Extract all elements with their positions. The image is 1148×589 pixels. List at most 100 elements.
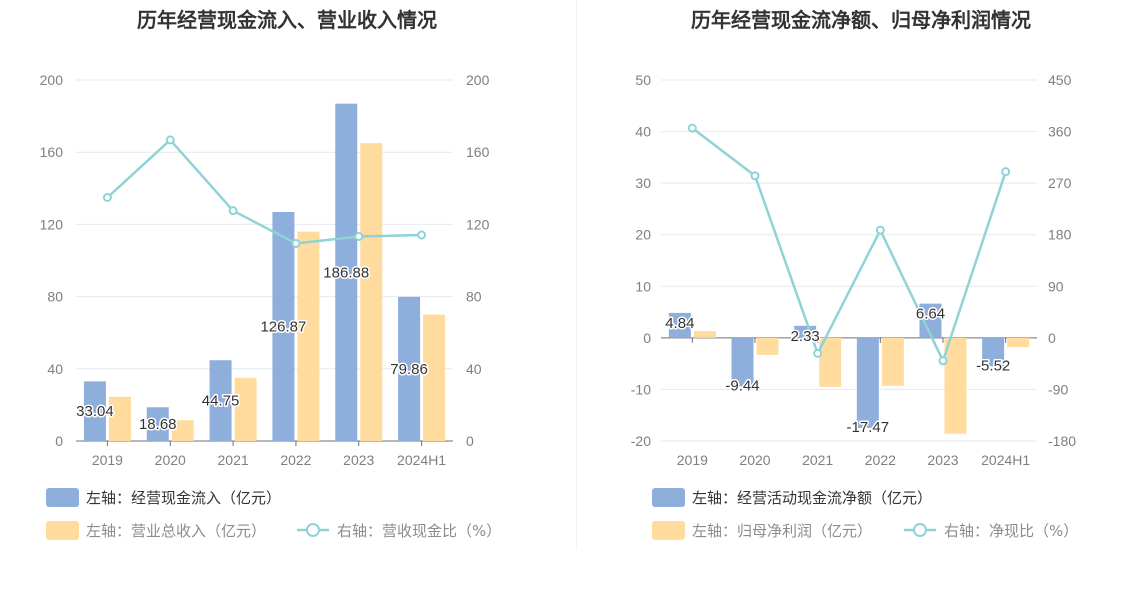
bar-secondary bbox=[944, 337, 967, 434]
y-left-tick-label: 30 bbox=[635, 175, 651, 191]
y-right-tick-label: 0 bbox=[466, 433, 474, 449]
y-right-tick-label: 200 bbox=[466, 72, 490, 88]
y-right-tick-label: 80 bbox=[466, 289, 482, 305]
netcash-profit-chart: -20 -10 0 10 20 30 40 50 -180 -90 0 90 180 270 360 450 2… bbox=[631, 72, 1078, 540]
x-tick-label: 2023 bbox=[927, 452, 958, 468]
bar-data-label: 126.87 bbox=[260, 318, 306, 335]
bar-secondary bbox=[881, 337, 904, 386]
y-right-tick-label: 0 bbox=[1048, 330, 1056, 346]
bar-primary bbox=[209, 360, 232, 441]
legend-swatch bbox=[46, 521, 79, 540]
ratio-point bbox=[165, 135, 175, 145]
bar-secondary bbox=[756, 337, 779, 355]
y-right-tick-label: 160 bbox=[466, 144, 490, 160]
y-right-tick-label: -180 bbox=[1048, 433, 1076, 449]
legend-swatch bbox=[652, 488, 685, 507]
bar-data-label: 18.68 bbox=[139, 416, 177, 433]
bar-secondary bbox=[108, 396, 131, 441]
bar-primary bbox=[919, 303, 942, 338]
bar-data-label: 186.88 bbox=[323, 264, 369, 281]
ratio-point bbox=[938, 356, 948, 366]
ratio-point bbox=[813, 348, 823, 358]
y-left-tick-label: 40 bbox=[47, 361, 63, 377]
bar-data-label: 44.75 bbox=[202, 393, 240, 410]
ratio-point bbox=[417, 230, 427, 240]
bar-data-label: -17.47 bbox=[847, 419, 890, 436]
bar-secondary bbox=[423, 314, 446, 441]
bar-data-label: 4.84 bbox=[665, 315, 694, 332]
legend-label: 右轴：净现比（%） bbox=[944, 522, 1078, 540]
x-tick-label: 2019 bbox=[677, 452, 708, 468]
bar-secondary bbox=[297, 231, 320, 441]
y-right-tick-label: 360 bbox=[1048, 124, 1072, 140]
ratio-point bbox=[687, 123, 697, 133]
bar-data-label: -5.52 bbox=[976, 357, 1010, 374]
legend-swatch bbox=[46, 488, 79, 507]
bar-primary bbox=[146, 407, 169, 441]
chart-title: 历年经营现金流入、营业收入情况 bbox=[137, 8, 437, 32]
ratio-point bbox=[291, 239, 301, 249]
y-right-tick-label: 90 bbox=[1048, 278, 1064, 294]
y-right-tick-label: 40 bbox=[466, 361, 482, 377]
y-right-tick-label: 270 bbox=[1048, 175, 1072, 191]
bar-secondary bbox=[819, 337, 842, 387]
bar-data-label: 33.04 bbox=[76, 403, 114, 420]
bar-secondary bbox=[360, 143, 383, 442]
bar-primary bbox=[335, 103, 358, 441]
bar-primary bbox=[398, 296, 421, 441]
x-tick-label: 2024H1 bbox=[397, 452, 446, 468]
x-tick-label: 2022 bbox=[865, 452, 896, 468]
bar-data-label: -9.44 bbox=[725, 378, 759, 395]
y-right-tick-label: -90 bbox=[1048, 381, 1068, 397]
y-left-tick-label: 160 bbox=[40, 144, 64, 160]
y-left-tick-label: -20 bbox=[631, 433, 651, 449]
x-tick-label: 2022 bbox=[280, 452, 311, 468]
y-left-tick-label: 10 bbox=[635, 278, 651, 294]
x-tick-label: 2020 bbox=[739, 452, 770, 468]
y-left-tick-label: 0 bbox=[55, 433, 63, 449]
y-left-tick-label: 0 bbox=[643, 330, 651, 346]
x-tick-label: 2021 bbox=[802, 452, 833, 468]
ratio-point bbox=[102, 193, 112, 203]
y-right-tick-label: 180 bbox=[1048, 227, 1072, 243]
x-tick-label: 2020 bbox=[155, 452, 186, 468]
legend-line-marker bbox=[306, 523, 320, 537]
y-right-tick-label: 120 bbox=[466, 216, 490, 232]
y-left-tick-label: 40 bbox=[635, 124, 651, 140]
ratio-point bbox=[354, 231, 364, 241]
legend-label: 左轴：营业总收入（亿元） bbox=[86, 522, 266, 540]
bar-primary bbox=[982, 337, 1005, 367]
bar-data-label: 6.64 bbox=[916, 306, 945, 323]
y-left-tick-label: -10 bbox=[631, 381, 651, 397]
y-left-tick-label: 80 bbox=[47, 289, 63, 305]
y-right-tick-label: 450 bbox=[1048, 72, 1072, 88]
panel-divider bbox=[576, 0, 577, 550]
bar-primary bbox=[856, 337, 879, 428]
bar-secondary bbox=[171, 420, 194, 441]
ratio-point bbox=[750, 171, 760, 181]
y-left-tick-label: 200 bbox=[40, 72, 64, 88]
bar-secondary bbox=[1007, 337, 1030, 348]
bar-secondary bbox=[693, 331, 716, 338]
bar-primary bbox=[83, 381, 106, 441]
x-tick-label: 2019 bbox=[92, 452, 123, 468]
ratio-point bbox=[228, 206, 238, 216]
bar-data-label: 2.33 bbox=[791, 328, 820, 345]
legend-label: 左轴：归母净利润（亿元） bbox=[692, 522, 872, 540]
x-tick-label: 2024H1 bbox=[981, 452, 1030, 468]
bar-primary bbox=[668, 312, 691, 338]
y-left-tick-label: 20 bbox=[635, 227, 651, 243]
ratio-line bbox=[691, 127, 1007, 363]
y-left-tick-label: 120 bbox=[40, 216, 64, 232]
bar-primary bbox=[731, 337, 754, 387]
cashflow-revenue-chart: 0 40 80 120 160 200 0 40 80 120 160 200 2019 2020 2021… bbox=[40, 72, 501, 540]
ratio-line bbox=[106, 138, 422, 245]
chart-panel-netcash-profit: 历年经营现金流净额、归母净利润情况 -20 -10 0 10 20 30 40 50 -180-… bbox=[574, 0, 1148, 589]
ratio-point bbox=[875, 225, 885, 235]
bar-secondary bbox=[234, 377, 257, 441]
legend-label: 右轴：营收现金比（%） bbox=[337, 522, 501, 540]
chart-title: 历年经营现金流净额、归母净利润情况 bbox=[691, 8, 1031, 32]
legend-label: 左轴：经营现金流入（亿元） bbox=[86, 489, 281, 507]
bar-primary bbox=[272, 211, 295, 441]
bar-data-label: 79.86 bbox=[390, 361, 428, 378]
